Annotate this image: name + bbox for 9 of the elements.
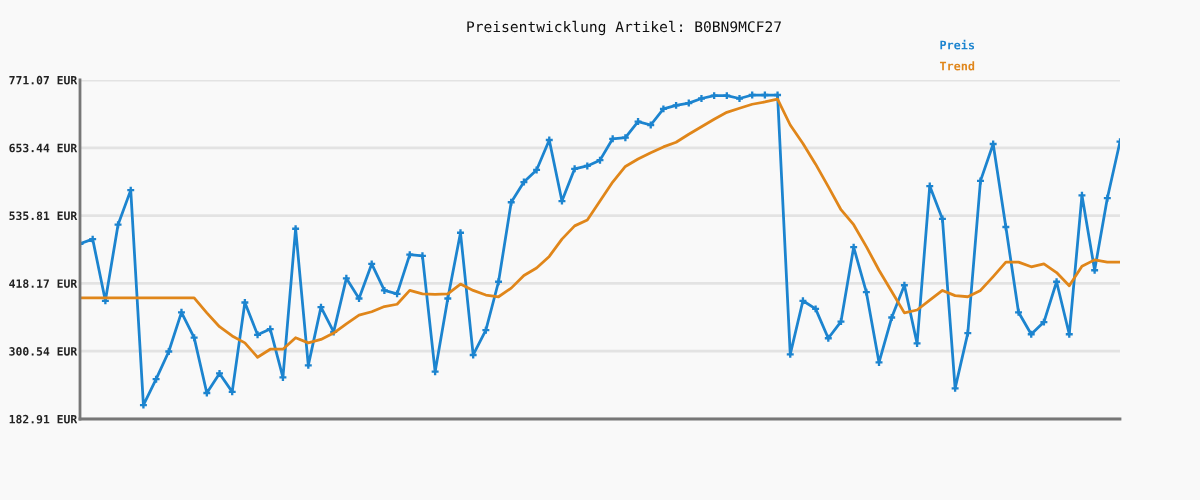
y-tick-label: 300.54 EUR [9, 347, 78, 356]
text: Trend [939, 61, 975, 71]
y-tick-label: 653.44 EUR [9, 143, 78, 153]
y-tick-label: 182.91 EUR [9, 414, 78, 424]
y-tick-label: 771.07 EUR [9, 75, 78, 85]
text: Preis [940, 39, 975, 50]
y-tick-label: 535.81 EUR [9, 211, 78, 221]
y-tick-label: 418.17 EUR [9, 279, 78, 288]
chart-title: Preisentwicklung Artikel: B0BN9MCF27 [467, 20, 781, 36]
